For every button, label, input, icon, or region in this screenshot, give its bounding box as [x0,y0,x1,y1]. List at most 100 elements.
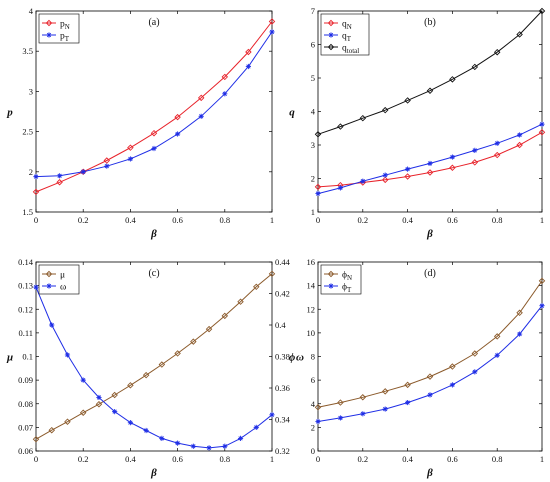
series-q-total [314,7,546,138]
x-tick-label: 0.2 [78,454,89,464]
legend-swatch-marker [328,32,334,38]
y-tick-label: 0.1 [22,352,33,362]
legend-entry-name: q [342,44,347,54]
x-tick-label: 0.8 [492,454,503,464]
y-axis-label: ϕ [289,352,296,364]
legend-box [38,13,80,44]
data-point [104,163,110,169]
legend-entry-name: ϕ [342,283,347,293]
data-point [79,409,87,416]
legend-swatch-marker [46,32,52,38]
series-line [317,305,543,422]
data-point [159,435,165,441]
y-right-tick-label: 0.34 [275,415,291,425]
y-right-tick-label: 0.44 [275,257,291,267]
series-line [35,21,273,193]
y-axis-label: μ [6,352,13,364]
data-point [206,445,212,451]
data-point [49,322,55,328]
data-point [337,415,343,421]
y-tick-label: 0.11 [18,328,33,338]
data-point [175,131,181,137]
legend-entry-name: q [342,32,347,42]
data-point [205,325,213,333]
y-tick-label: 2 [29,167,33,177]
x-tick-label: 1 [540,215,544,225]
data-point [426,373,434,380]
y-tick-label: 0 [311,446,315,456]
legend-entry-subscript: T [347,35,352,43]
x-tick-label: 0.6 [172,454,183,464]
y-tick-label: 0.08 [18,399,33,409]
series-line [317,131,543,188]
data-point [222,443,228,449]
y-tick-label: 2 [311,174,315,184]
series-line [317,10,543,135]
legend-entry: pT [60,32,70,44]
data-point [150,129,158,137]
data-point [472,369,478,375]
data-point [404,381,411,389]
data-point [538,7,546,15]
y-right-tick-label: 0.4 [275,320,286,330]
y-tick-label: 8 [311,352,315,362]
y-tick-label: 7 [311,6,315,16]
data-point [360,411,366,417]
data-point [337,185,343,191]
legend-entry: ϕT [342,283,352,295]
data-point [449,154,455,160]
data-point [493,333,501,340]
y-axis-label: q [289,107,295,119]
y-tick-label: 4 [311,399,316,409]
series-p-T [33,29,275,180]
legend-swatch-marker [327,43,335,51]
x-tick-label: 0 [316,215,320,225]
data-point [517,132,523,138]
panel-label: (c) [148,268,159,279]
data-point [471,350,479,357]
series-ω [33,284,275,451]
y-tick-label: 14 [307,281,316,291]
data-point [80,377,86,383]
series-μ [32,270,276,443]
x-tick-label: 0.4 [402,215,413,225]
legend-entry-subscript: N [347,274,352,282]
data-point [190,338,197,345]
y-right-tick-label: 0.42 [275,289,290,299]
x-tick-label: 0.8 [219,454,230,464]
data-point [245,48,252,56]
x-tick-label: 0.6 [447,215,458,225]
data-point [426,87,434,94]
data-point [269,412,275,418]
y-tick-label: 5 [311,73,315,83]
data-point [471,159,479,166]
x-tick-label: 0.8 [492,215,503,225]
legend-entry: qT [342,32,352,44]
legend-entry: ω [60,283,66,293]
legend-entry: μ [60,271,65,281]
data-point [539,303,545,309]
plot-frame [35,10,273,213]
data-point [33,174,39,180]
chart-panel-c: 0 0.2 0.4 0.6 0.8 1 0.06 0.07 0.08 0.09 0.1 0.11 0.1… [6,257,304,479]
y-tick-label: 0.07 [18,422,33,432]
y-tick-label: 4 [29,6,34,16]
x-axis-label: β [150,228,157,240]
data-point [253,424,259,430]
data-point [382,406,388,412]
y-tick-label: 10 [307,328,316,338]
data-point [237,435,244,441]
data-point [404,97,411,104]
x-tick-label: 0.4 [402,454,413,464]
x-tick-label: 0.8 [219,215,230,225]
y-right-tick-label: 0.36 [275,383,290,393]
data-point [360,178,366,184]
data-point [56,179,63,186]
y-axis-right-label: ω [296,352,304,364]
data-point [127,144,134,151]
data-point [32,188,40,196]
legend-swatch-marker [46,283,52,289]
data-point [472,147,478,153]
legend-entry-subscript: T [347,286,352,294]
